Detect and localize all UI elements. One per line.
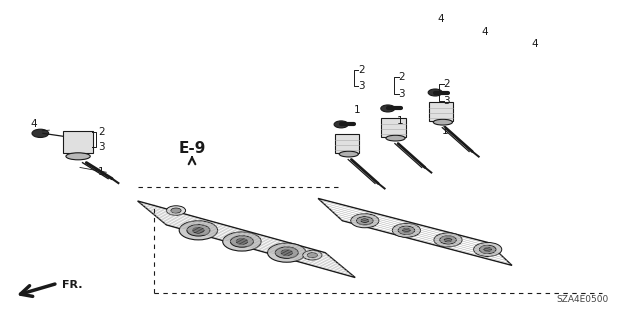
Text: 3: 3	[444, 96, 450, 107]
Circle shape	[223, 232, 261, 251]
Circle shape	[434, 233, 462, 247]
Circle shape	[484, 248, 492, 251]
Circle shape	[179, 221, 218, 240]
Circle shape	[356, 217, 373, 225]
Circle shape	[428, 89, 442, 96]
Circle shape	[303, 250, 322, 260]
Ellipse shape	[339, 151, 358, 157]
Bar	[429, 102, 453, 121]
Circle shape	[440, 236, 456, 244]
Text: 1: 1	[354, 105, 360, 115]
Circle shape	[444, 238, 452, 242]
Circle shape	[381, 105, 395, 112]
Circle shape	[171, 208, 181, 213]
Text: 4: 4	[437, 14, 444, 24]
Ellipse shape	[433, 119, 452, 125]
Circle shape	[403, 228, 410, 232]
Text: 3: 3	[399, 89, 405, 99]
Circle shape	[275, 247, 298, 258]
Text: 1: 1	[442, 126, 448, 136]
Circle shape	[187, 225, 210, 236]
Ellipse shape	[66, 153, 90, 160]
Text: 3: 3	[358, 81, 365, 91]
Circle shape	[193, 227, 204, 233]
Bar	[63, 131, 93, 153]
Text: 2: 2	[98, 127, 104, 137]
Text: FR.: FR.	[62, 279, 83, 290]
Circle shape	[361, 219, 369, 223]
Text: 3: 3	[98, 142, 104, 152]
Circle shape	[166, 206, 186, 215]
Circle shape	[334, 121, 348, 128]
Text: 2: 2	[399, 71, 405, 82]
Bar	[381, 118, 406, 137]
Circle shape	[479, 245, 496, 254]
Text: 1: 1	[397, 116, 403, 126]
Text: 4: 4	[531, 39, 538, 49]
Circle shape	[307, 253, 317, 258]
Bar	[335, 134, 359, 153]
Text: 2: 2	[358, 64, 365, 75]
Circle shape	[230, 236, 253, 247]
Circle shape	[351, 214, 379, 228]
Circle shape	[281, 250, 292, 256]
Ellipse shape	[386, 135, 405, 141]
Text: 4: 4	[482, 27, 488, 37]
Text: 4: 4	[30, 119, 36, 130]
Circle shape	[236, 239, 248, 244]
Text: 1: 1	[98, 167, 104, 177]
Circle shape	[268, 243, 306, 262]
Circle shape	[474, 242, 502, 256]
Circle shape	[398, 226, 415, 234]
Text: 2: 2	[444, 78, 450, 89]
Text: E-9: E-9	[179, 141, 205, 156]
Circle shape	[32, 129, 49, 137]
Circle shape	[392, 223, 420, 237]
Text: SZA4E0500: SZA4E0500	[557, 295, 609, 304]
